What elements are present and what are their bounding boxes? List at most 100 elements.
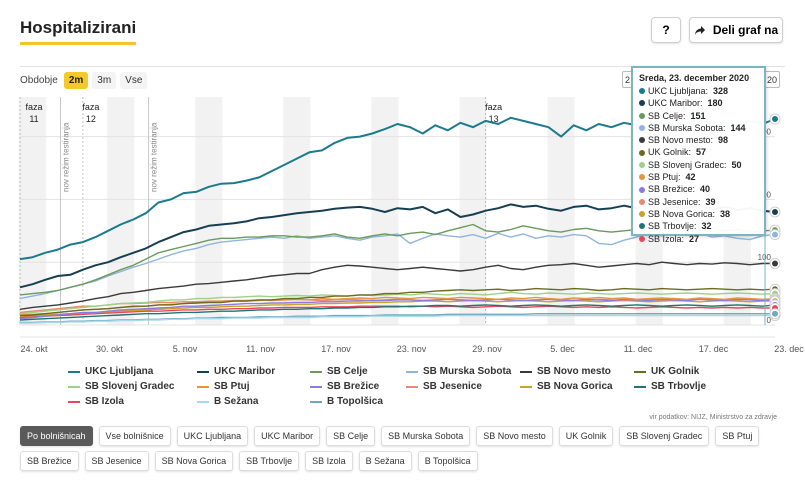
tooltip-label: SB Trbovlje: — [648, 221, 697, 232]
filter-button[interactable]: SB Trbovlje — [239, 451, 300, 471]
legend-item[interactable]: SB Murska Sobota — [406, 366, 511, 377]
series-line — [19, 298, 776, 320]
phase-number: 13 — [489, 114, 499, 124]
filter-button[interactable]: Po bolnišnicah — [20, 426, 93, 446]
legend-label: SB Nova Gorica — [537, 381, 613, 392]
series-line — [19, 261, 775, 310]
legend-label: SB Celje — [327, 366, 368, 377]
legend-label: SB Murska Sobota — [423, 366, 512, 377]
weekend-band — [19, 97, 34, 325]
tooltip-label: SB Slovenj Gradec: — [648, 159, 727, 170]
tooltip-row: SB Brežice: 40 — [639, 183, 758, 195]
filter-button[interactable]: B Topolšica — [417, 451, 478, 471]
filter-button[interactable]: UK Golnik — [558, 426, 614, 446]
tooltip-row: SB Trbovlje: 32 — [639, 220, 758, 232]
legend-swatch — [310, 400, 322, 403]
legend-label: SB Novo mesto — [537, 366, 611, 377]
tooltip-row: UKC Ljubljana: 328 — [639, 85, 758, 97]
tooltip-row: UK Golnik: 57 — [639, 146, 758, 158]
tooltip-value: 50 — [731, 159, 742, 170]
x-tick-label: 11. dec — [624, 344, 653, 354]
tooltip-color-dot — [639, 235, 645, 242]
series-line — [19, 304, 776, 321]
legend-item[interactable]: B Sežana — [197, 396, 258, 407]
period-option-2m[interactable]: 2m — [63, 72, 89, 89]
legend-item[interactable]: SB Ptuj — [197, 381, 250, 392]
legend-item[interactable]: UK Golnik — [634, 366, 699, 377]
filter-button[interactable]: SB Slovenj Gradec — [619, 426, 710, 446]
legend-item[interactable]: UKC Maribor — [197, 366, 275, 377]
legend-swatch — [406, 370, 418, 373]
series-end-point — [772, 116, 778, 123]
series-line — [19, 287, 776, 317]
filter-button[interactable]: SB Nova Gorica — [154, 451, 234, 471]
data-source: vir podatkov: NIJZ, Ministrstvo za zdrav… — [649, 414, 777, 421]
legend-item[interactable]: UKC Ljubljana — [68, 366, 153, 377]
filter-button[interactable]: B Sežana — [358, 451, 412, 471]
tooltip-row: SB Celje: 151 — [639, 110, 758, 122]
tooltip-value: 39 — [705, 196, 716, 207]
tooltip-color-dot — [639, 125, 645, 132]
date-range-end: 20 — [766, 74, 777, 85]
legend-swatch — [634, 370, 646, 373]
tooltip-label: SB Jesenice: — [648, 196, 701, 207]
weekend-band — [459, 97, 474, 325]
legend-item[interactable]: SB Nova Gorica — [520, 381, 613, 392]
filter-button[interactable]: SB Novo mesto — [476, 426, 553, 446]
tooltip-row: SB Murska Sobota: 144 — [639, 122, 758, 134]
legend-swatch — [197, 400, 209, 403]
tooltip-label: SB Brežice: — [648, 184, 696, 195]
legend-label: UKC Maribor — [214, 366, 276, 377]
tooltip-color-dot — [639, 211, 645, 218]
legend-swatch — [68, 400, 80, 403]
legend-swatch — [68, 370, 80, 373]
filter-button[interactable]: UKC Ljubljana — [176, 426, 249, 446]
tooltip-row: SB Novo mesto: 98 — [639, 134, 758, 146]
tooltip-value: 40 — [700, 184, 711, 195]
weekend-band — [31, 97, 47, 325]
legend-item[interactable]: SB Novo mesto — [520, 366, 611, 377]
filter-button[interactable]: SB Ptuj — [715, 426, 760, 446]
legend-label: SB Ptuj — [214, 381, 250, 392]
period-option-3m[interactable]: 3m — [92, 72, 117, 89]
legend-label: UK Golnik — [651, 366, 700, 377]
tooltip-label: SB Murska Sobota: — [648, 122, 726, 133]
share-button[interactable]: Deli graf na — [689, 17, 783, 43]
legend-item[interactable]: SB Trbovlje — [634, 381, 706, 392]
filter-button[interactable]: Vse bolnišnice — [98, 426, 171, 446]
filter-button[interactable]: SB Celje — [326, 426, 376, 446]
series-end-point — [772, 208, 778, 215]
tooltip-color-dot — [639, 186, 645, 193]
tooltip-label: UK Golnik: — [648, 147, 692, 158]
legend-item[interactable]: SB Slovenj Gradec — [68, 381, 174, 392]
legend-label: SB Brežice — [327, 381, 380, 392]
period-selector: Obdobje 2m 3m Vse — [20, 72, 148, 89]
tooltip-label: UKC Ljubljana: — [648, 86, 709, 96]
x-tick-label: 17. dec — [699, 344, 729, 354]
tooltip-row: SB Jesenice: 39 — [639, 196, 758, 208]
legend-item[interactable]: SB Celje — [310, 366, 368, 377]
filter-button[interactable]: UKC Maribor — [254, 426, 321, 446]
weekend-band — [195, 97, 210, 325]
tooltip-label: SB Celje: — [648, 110, 686, 121]
filter-button[interactable]: SB Brežice — [20, 451, 79, 471]
filter-button[interactable]: SB Izola — [305, 451, 353, 471]
legend-swatch — [406, 385, 418, 388]
legend-item[interactable]: SB Jesenice — [406, 381, 482, 392]
header-divider — [20, 66, 785, 67]
filter-button[interactable]: SB Jesenice — [84, 451, 149, 471]
annotation-label: nov režim testiranja — [150, 122, 159, 192]
legend-label: SB Izola — [85, 396, 124, 407]
legend-item[interactable]: B Topolšica — [310, 396, 383, 407]
x-tick-label: 24. okt — [20, 344, 48, 354]
tooltip-rows: UKC Ljubljana: 328 UKC Maribor: 180 SB Celje… — [639, 85, 758, 245]
series-end-point — [772, 310, 778, 317]
legend-item[interactable]: SB Brežice — [310, 381, 379, 392]
legend-item[interactable]: SB Izola — [68, 396, 124, 407]
legend-swatch — [520, 370, 532, 373]
x-tick-label: 29. nov — [472, 344, 502, 354]
filter-button[interactable]: SB Murska Sobota — [381, 426, 471, 446]
help-button[interactable]: ? — [651, 17, 681, 43]
period-option-all[interactable]: Vse — [120, 72, 148, 89]
legend-swatch — [197, 370, 209, 373]
